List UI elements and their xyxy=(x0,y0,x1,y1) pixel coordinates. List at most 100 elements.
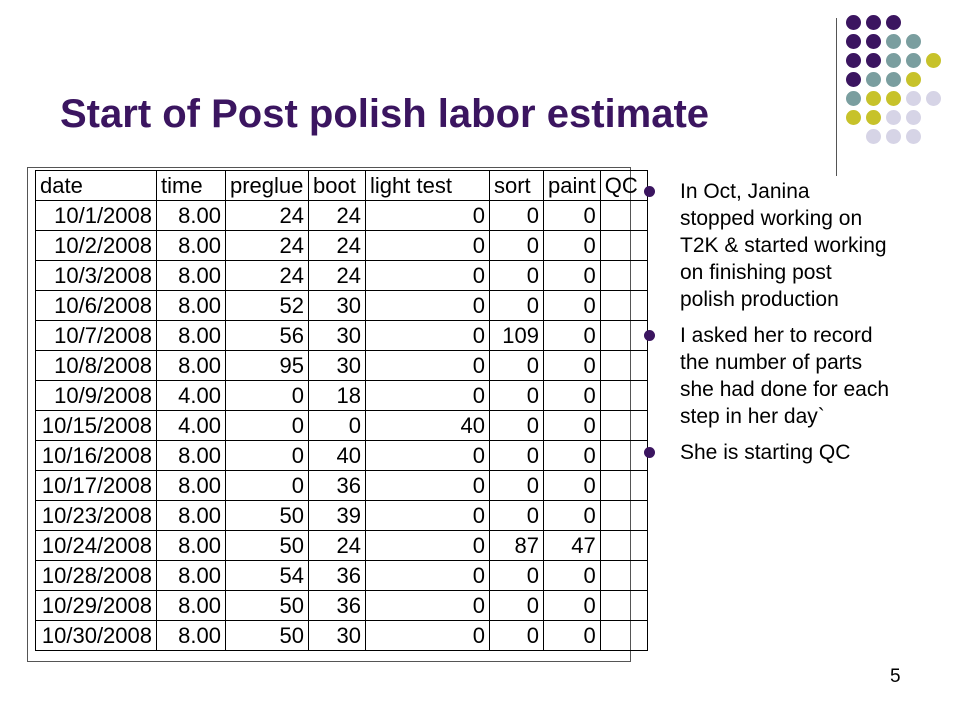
decorative-dot xyxy=(866,53,881,68)
decorative-dot xyxy=(886,72,901,87)
slide-title: Start of Post polish labor estimate xyxy=(60,92,710,136)
cell-boot: 24 xyxy=(308,260,366,291)
decorative-dot xyxy=(906,34,921,49)
table-row: 10/1/2008 8.00 24 24 0 0 0 xyxy=(35,200,648,231)
cell-light-test: 0 xyxy=(365,260,490,291)
labor-table: date time preglue boot light test sort p… xyxy=(35,170,648,651)
cell-time: 8.00 xyxy=(156,620,226,651)
decorative-dot xyxy=(906,129,921,144)
bullet-text: In Oct, Janina stopped working on T2K & … xyxy=(680,180,887,311)
cell-paint: 0 xyxy=(543,230,601,261)
list-item: In Oct, Janina stopped working on T2K & … xyxy=(640,178,890,313)
table-row: 10/3/2008 8.00 24 24 0 0 0 xyxy=(35,260,648,291)
decorative-dot xyxy=(886,53,901,68)
cell-paint: 0 xyxy=(543,200,601,231)
decorative-dot xyxy=(886,129,901,144)
cell-light-test: 0 xyxy=(365,440,490,471)
cell-boot: 40 xyxy=(308,440,366,471)
list-item: I asked her to record the number of part… xyxy=(640,322,890,430)
table-row: 10/2/2008 8.00 24 24 0 0 0 xyxy=(35,230,648,261)
cell-date: 10/2/2008 xyxy=(35,230,157,261)
cell-light-test: 0 xyxy=(365,470,490,501)
cell-time: 8.00 xyxy=(156,200,226,231)
cell-boot: 30 xyxy=(308,350,366,381)
cell-date: 10/3/2008 xyxy=(35,260,157,291)
decorative-dot xyxy=(846,53,861,68)
cell-preglue: 50 xyxy=(225,620,309,651)
table-row: 10/16/2008 8.00 0 40 0 0 0 xyxy=(35,440,648,471)
cell-light-test: 0 xyxy=(365,230,490,261)
cell-sort: 0 xyxy=(489,500,544,531)
cell-date: 10/6/2008 xyxy=(35,290,157,321)
cell-sort: 0 xyxy=(489,590,544,621)
cell-time: 8.00 xyxy=(156,290,226,321)
cell-time: 8.00 xyxy=(156,350,226,381)
cell-preglue: 52 xyxy=(225,290,309,321)
decorative-dot xyxy=(886,110,901,125)
decorative-divider-line xyxy=(836,18,837,176)
cell-boot: 24 xyxy=(308,230,366,261)
decorative-dot xyxy=(886,34,901,49)
decorative-dot xyxy=(866,110,881,125)
decorative-dot xyxy=(906,110,921,125)
decorative-dot xyxy=(886,91,901,106)
column-header-sort: sort xyxy=(489,170,544,201)
table-row: 10/24/2008 8.00 50 24 0 87 47 xyxy=(35,530,648,561)
decorative-dot xyxy=(866,34,881,49)
cell-paint: 0 xyxy=(543,560,601,591)
cell-time: 4.00 xyxy=(156,380,226,411)
cell-preglue: 95 xyxy=(225,350,309,381)
cell-boot: 24 xyxy=(308,200,366,231)
list-item: She is starting QC xyxy=(640,439,890,466)
cell-paint: 0 xyxy=(543,500,601,531)
cell-sort: 0 xyxy=(489,350,544,381)
table-row: 10/17/2008 8.00 0 36 0 0 0 xyxy=(35,470,648,501)
bullet-dot-icon xyxy=(644,330,655,341)
cell-light-test: 0 xyxy=(365,590,490,621)
decorative-dot xyxy=(906,53,921,68)
cell-sort: 0 xyxy=(489,230,544,261)
column-header-date: date xyxy=(35,170,157,201)
cell-light-test: 0 xyxy=(365,620,490,651)
cell-date: 10/29/2008 xyxy=(35,590,157,621)
cell-boot: 36 xyxy=(308,560,366,591)
cell-time: 8.00 xyxy=(156,560,226,591)
cell-preglue: 0 xyxy=(225,440,309,471)
bullet-text: I asked her to record the number of part… xyxy=(680,324,889,428)
decorative-dot xyxy=(846,110,861,125)
cell-preglue: 24 xyxy=(225,200,309,231)
cell-sort: 0 xyxy=(489,470,544,501)
cell-date: 10/15/2008 xyxy=(35,410,157,441)
cell-paint: 0 xyxy=(543,410,601,441)
cell-paint: 0 xyxy=(543,470,601,501)
cell-paint: 0 xyxy=(543,590,601,621)
cell-sort: 0 xyxy=(489,440,544,471)
cell-date: 10/16/2008 xyxy=(35,440,157,471)
cell-light-test: 40 xyxy=(365,410,490,441)
cell-light-test: 0 xyxy=(365,350,490,381)
cell-preglue: 50 xyxy=(225,530,309,561)
cell-paint: 0 xyxy=(543,440,601,471)
decorative-dot xyxy=(926,53,941,68)
column-header-time: time xyxy=(156,170,226,201)
column-header-light-test: light test xyxy=(365,170,490,201)
decorative-dot xyxy=(866,15,881,30)
cell-sort: 0 xyxy=(489,620,544,651)
table-row: 10/28/2008 8.00 54 36 0 0 0 xyxy=(35,560,648,591)
table-row: 10/23/2008 8.00 50 39 0 0 0 xyxy=(35,500,648,531)
cell-light-test: 0 xyxy=(365,200,490,231)
cell-date: 10/23/2008 xyxy=(35,500,157,531)
cell-time: 8.00 xyxy=(156,440,226,471)
cell-boot: 30 xyxy=(308,290,366,321)
decorative-dot xyxy=(846,72,861,87)
bullet-dot-icon xyxy=(644,186,655,197)
cell-boot: 36 xyxy=(308,590,366,621)
cell-light-test: 0 xyxy=(365,560,490,591)
table-row: 10/8/2008 8.00 95 30 0 0 0 xyxy=(35,350,648,381)
cell-time: 8.00 xyxy=(156,530,226,561)
cell-boot: 30 xyxy=(308,620,366,651)
cell-sort: 0 xyxy=(489,200,544,231)
cell-sort: 0 xyxy=(489,290,544,321)
cell-date: 10/7/2008 xyxy=(35,320,157,351)
cell-preglue: 50 xyxy=(225,590,309,621)
